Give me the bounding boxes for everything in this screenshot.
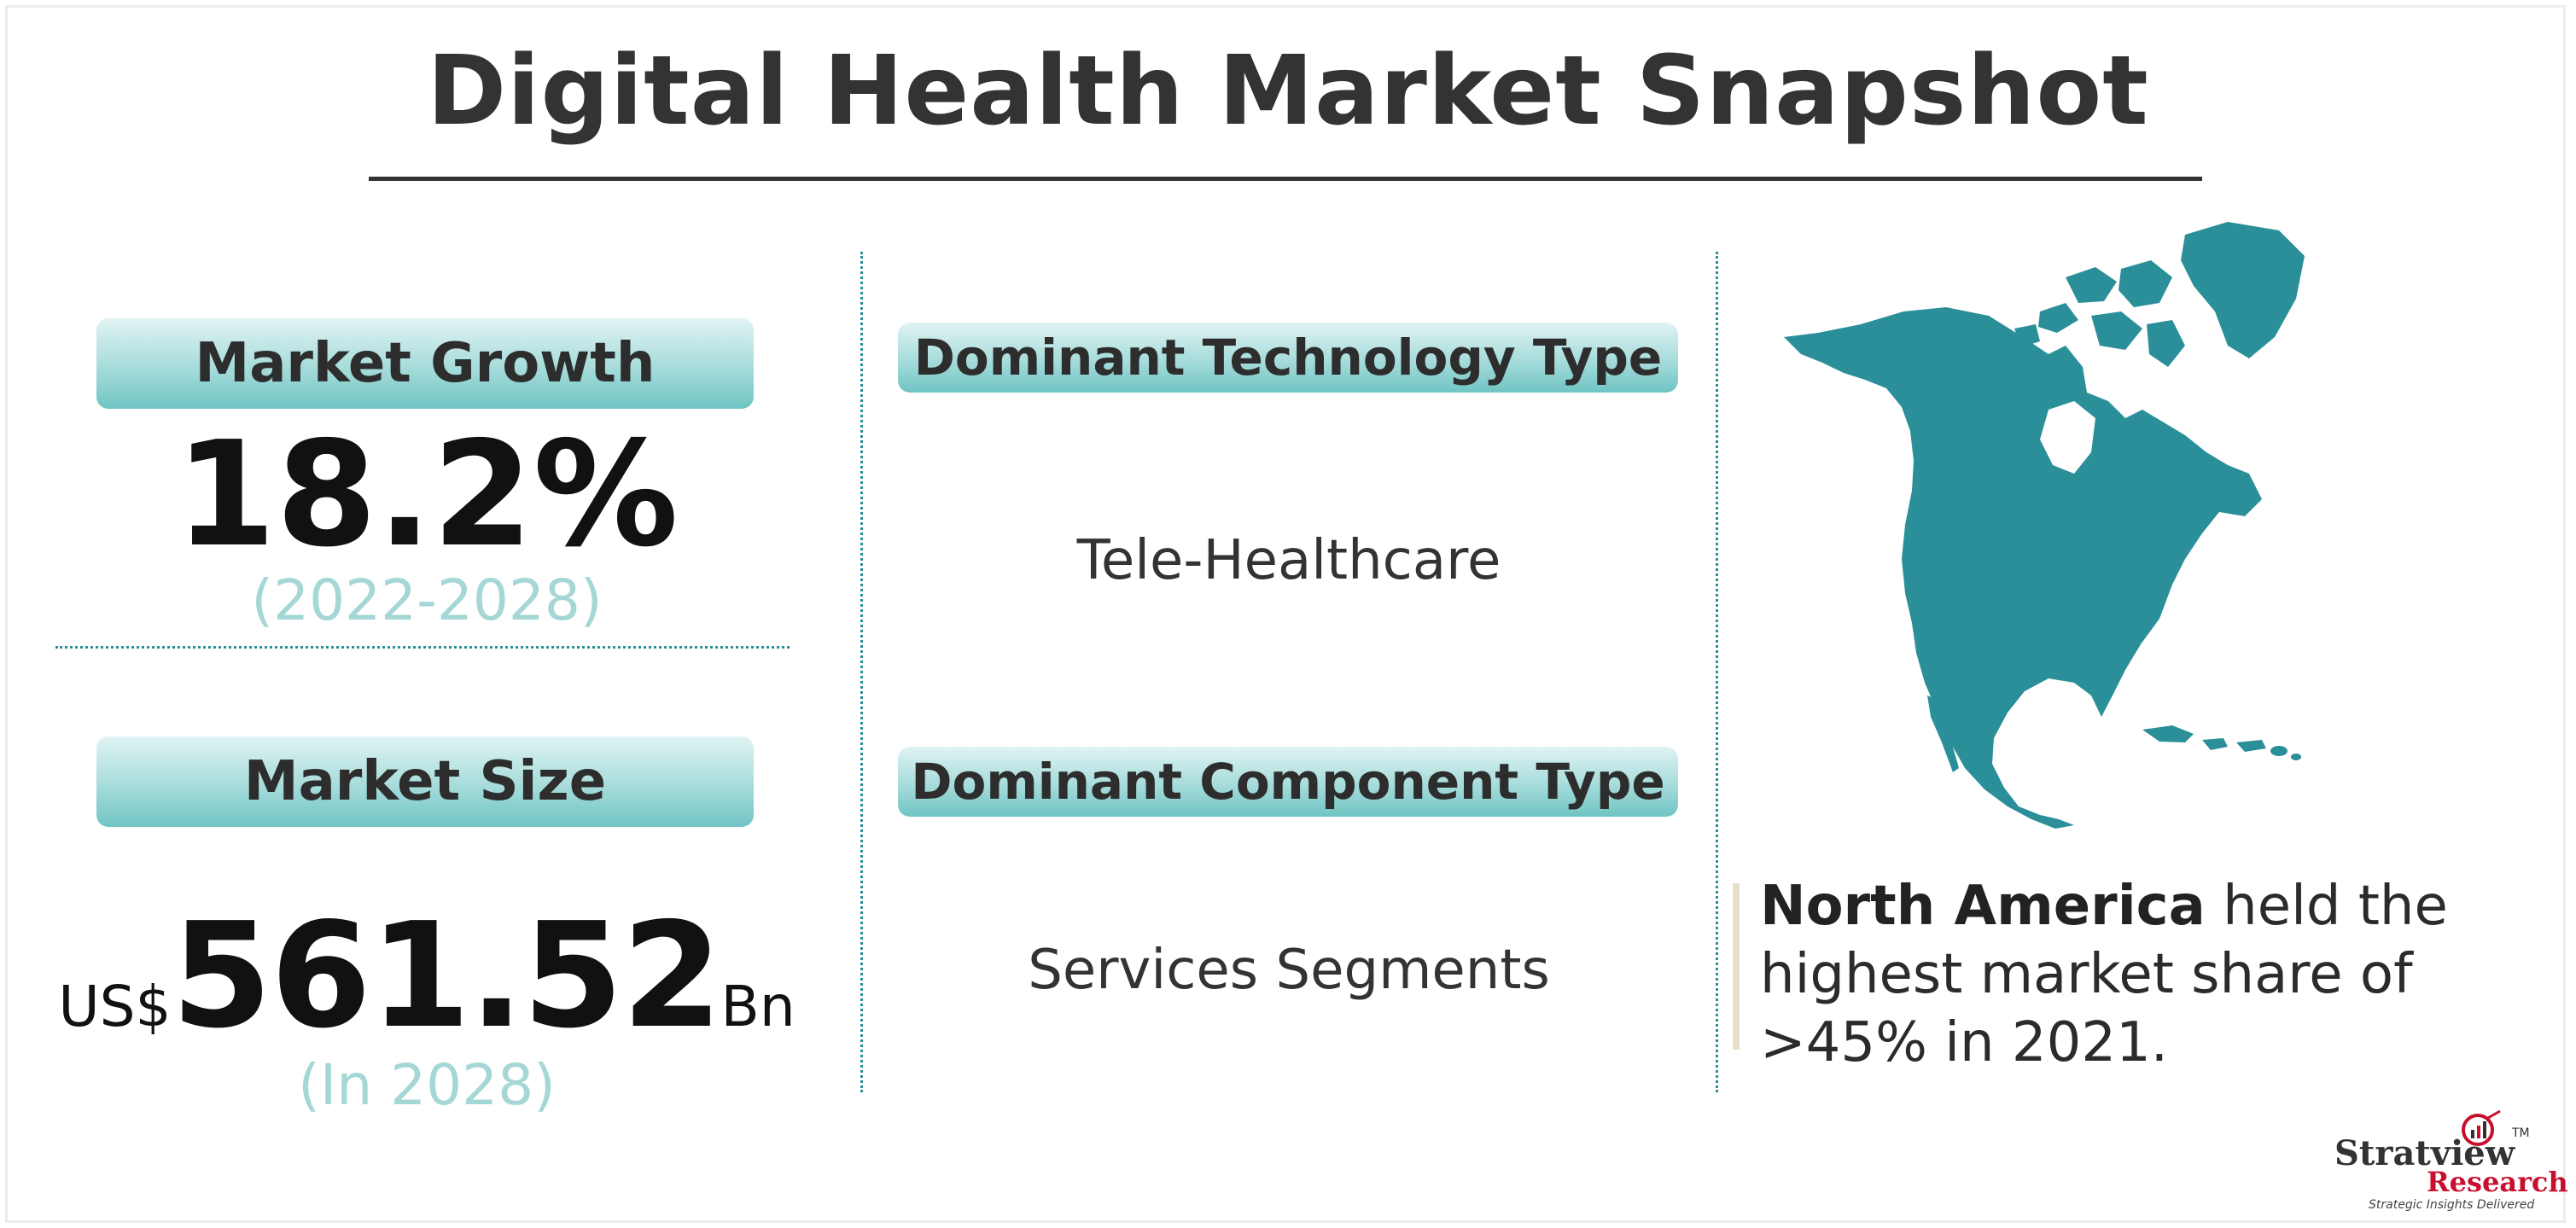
- component-type-label: Dominant Component Type: [898, 747, 1678, 817]
- technology-type-label: Dominant Technology Type: [898, 323, 1678, 393]
- title-underline: [369, 177, 2202, 181]
- region-line-1: North America held the: [1760, 872, 2528, 940]
- technology-type-value: Tele-Healthcare: [1076, 529, 1501, 592]
- market-growth-label: Market Growth: [96, 318, 754, 409]
- market-size-unit: Bn: [720, 974, 796, 1039]
- magnifier-chart-icon: [2462, 1109, 2501, 1146]
- region-line-3: >45% in 2021.: [1760, 1011, 2169, 1074]
- logo-name: Stratview: [2334, 1133, 2515, 1173]
- divider-left: [860, 252, 863, 1092]
- region-text-1: held the: [2205, 875, 2448, 938]
- logo-trademark: TM: [2512, 1126, 2530, 1140]
- region-statement: North America held the highest market sh…: [1760, 872, 2528, 1077]
- page-title: Digital Health Market Snapshot: [427, 36, 2149, 147]
- market-size-label: Market Size: [96, 736, 754, 827]
- region-accent-bar: [1733, 883, 1740, 1050]
- market-size-period: (In 2028): [298, 1052, 556, 1118]
- snapshot-frame: [5, 5, 2566, 1223]
- north-america-map-icon: [1784, 222, 2305, 829]
- market-size-number: 561.52: [171, 892, 723, 1061]
- divider-right: [1716, 252, 1718, 1092]
- stratview-logo: Stratview TM Research Strategic Insights…: [2334, 1109, 2568, 1212]
- region-line-2: highest market share of: [1760, 943, 2413, 1006]
- divider-horizontal: [55, 646, 790, 649]
- market-size-value: US$ 561.52 Bn: [51, 892, 802, 1061]
- logo-tagline: Strategic Insights Delivered: [2369, 1198, 2535, 1212]
- market-size-prefix: US$: [58, 974, 172, 1039]
- region-name: North America: [1760, 875, 2206, 938]
- component-type-value: Services Segments: [1028, 939, 1550, 1002]
- logo-research: Research: [2427, 1166, 2568, 1198]
- market-growth-value: 18.2%: [175, 410, 679, 579]
- market-growth-period: (2022-2028): [251, 567, 603, 633]
